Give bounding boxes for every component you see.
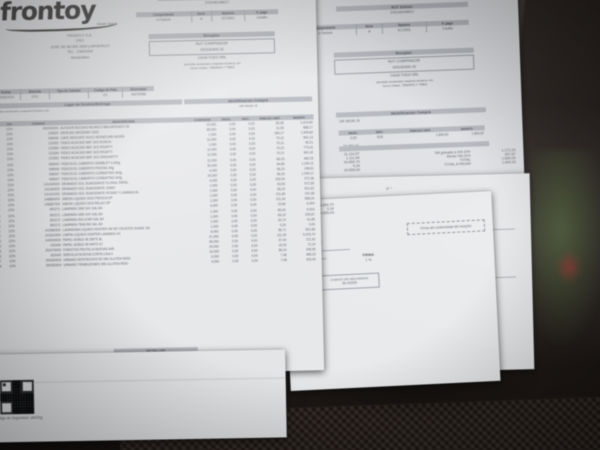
- field-numero: Numero 5172001: [382, 21, 427, 34]
- invoice-footer-sheet[interactable]: Codigo de Seguridad: c8N25g: [0, 349, 287, 443]
- background-red-object: [556, 250, 582, 284]
- note-small: cf: *: [385, 186, 393, 191]
- field-value: 06076958: [131, 92, 146, 97]
- field-codigo-pais: Codigo de Pais UY: [88, 86, 124, 99]
- cell: 4,000: [211, 260, 220, 265]
- field-numero: Numero 5172001: [211, 9, 246, 22]
- field-value: Credito: [442, 26, 454, 31]
- field-serie: Serie A: [356, 22, 384, 35]
- field-value: 03/06/2020: [0, 95, 15, 100]
- field-tipo-cambio: Tipo de Cambio: [49, 87, 89, 100]
- cell: 254260000: [45, 263, 62, 268]
- cell: 0,00: [251, 259, 258, 264]
- cell: 0,00: [232, 259, 239, 264]
- field-forma-pago: F. pago Credito: [426, 19, 469, 33]
- field-value: Credito: [256, 15, 268, 20]
- items-table: #IVACODIGODESCRIPCIONCANTIDADDESC.REC.PR…: [0, 114, 317, 269]
- rut-emisor-value: 215146146617: [204, 0, 229, 6]
- firma-receptor-box: Firma del conformidad del receptor: [406, 219, 486, 236]
- cell-precio: 1.600,00: [436, 132, 449, 137]
- cell-desc: 0,00: [350, 135, 357, 141]
- field-reenviado: Reenviado 06076958: [123, 86, 154, 98]
- brand-tagline: fresh taste: [97, 21, 118, 27]
- security-code: Codigo de Seguridad: c8N25g: [0, 416, 43, 422]
- field-value: A: [368, 29, 371, 34]
- field-value: 5172001: [397, 27, 411, 33]
- field-comprobante: Comprobante e-Factura: [136, 11, 192, 24]
- firma-value: 1 %: [365, 258, 372, 263]
- divider: [317, 248, 350, 252]
- paper-fold: [25, 377, 286, 384]
- total-value: 1.600,00: [501, 160, 516, 165]
- field-value: A: [200, 16, 203, 21]
- totals-block: IVA gravado a IVA 10% 1.172,19 Monto IVA …: [339, 148, 516, 170]
- field-serie: Serie A: [191, 10, 212, 23]
- qr-code[interactable]: [0, 379, 35, 415]
- field-forma-pago: F. pago Credito: [245, 9, 279, 21]
- security-code-value: c8N25g: [30, 415, 43, 420]
- field-fecha: Fecha 03/06/2020: [0, 89, 22, 101]
- firma-box: FIRMA 1 %: [342, 252, 394, 265]
- field-value: UYU: [31, 94, 39, 99]
- seller-block: FRONTOY S.A. CNO JOSE DE BEJAR 2600 y AR…: [5, 32, 156, 62]
- firma-receptor-label: Firma del conformidad del receptor: [420, 223, 472, 231]
- brand-logo: frontoy fresh taste: [0, 0, 122, 33]
- field-value: UY: [103, 93, 108, 98]
- field-moneda: Moneda UYU: [20, 88, 50, 101]
- field-value: [50, 93, 88, 100]
- cell-monto: 1.600,00: [471, 131, 484, 136]
- cell: 10%: [9, 264, 16, 269]
- cell-rec: 5,00: [376, 134, 384, 140]
- cell: 423,40: [306, 257, 316, 263]
- codigo-seguridad-box: CODIGO DE SEGURIDAD 3b.4332b: [319, 272, 380, 291]
- field-value: e-Factura: [156, 17, 171, 22]
- cell: 7,48: [280, 258, 287, 263]
- security-code-label: Codigo de Seguridad:: [0, 415, 30, 421]
- field-value: 5172001: [221, 16, 235, 21]
- main-invoice[interactable]: frontoy fresh taste FRONTOY S.A. CNO JOS…: [0, 0, 325, 378]
